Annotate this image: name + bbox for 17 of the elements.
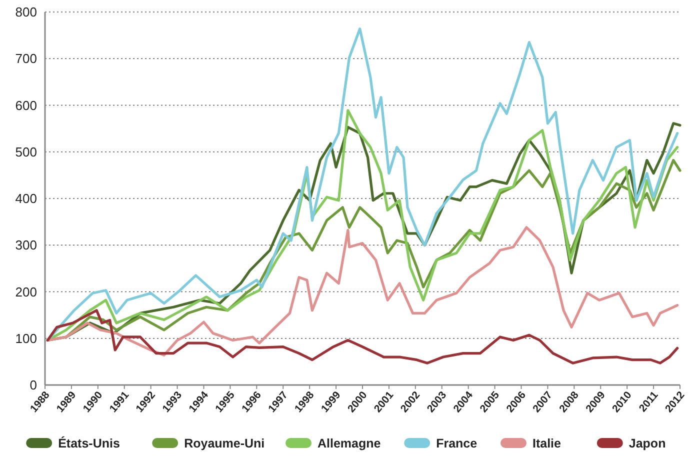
y-tick-label: 300 xyxy=(15,238,37,253)
legend-label: États-Unis xyxy=(58,435,120,450)
y-tick-label: 700 xyxy=(15,51,37,66)
line-series xyxy=(46,226,679,356)
y-tick-label: 600 xyxy=(15,98,37,113)
y-tick-label: 100 xyxy=(15,330,37,346)
legend-label: Allemagne xyxy=(318,436,381,450)
y-tick-label: 800 xyxy=(15,4,37,20)
y-tick-label: 400 xyxy=(15,191,37,206)
line-series xyxy=(46,309,679,364)
y-tick-label: 200 xyxy=(15,284,37,300)
legend-label: Japon xyxy=(628,436,666,450)
legend-label: Royaume-Uni xyxy=(184,436,265,450)
legend-label: Italie xyxy=(532,436,562,450)
y-tick-label: 0 xyxy=(30,378,37,393)
y-tick-label: 500 xyxy=(15,144,37,160)
legend-label: France xyxy=(436,436,478,450)
